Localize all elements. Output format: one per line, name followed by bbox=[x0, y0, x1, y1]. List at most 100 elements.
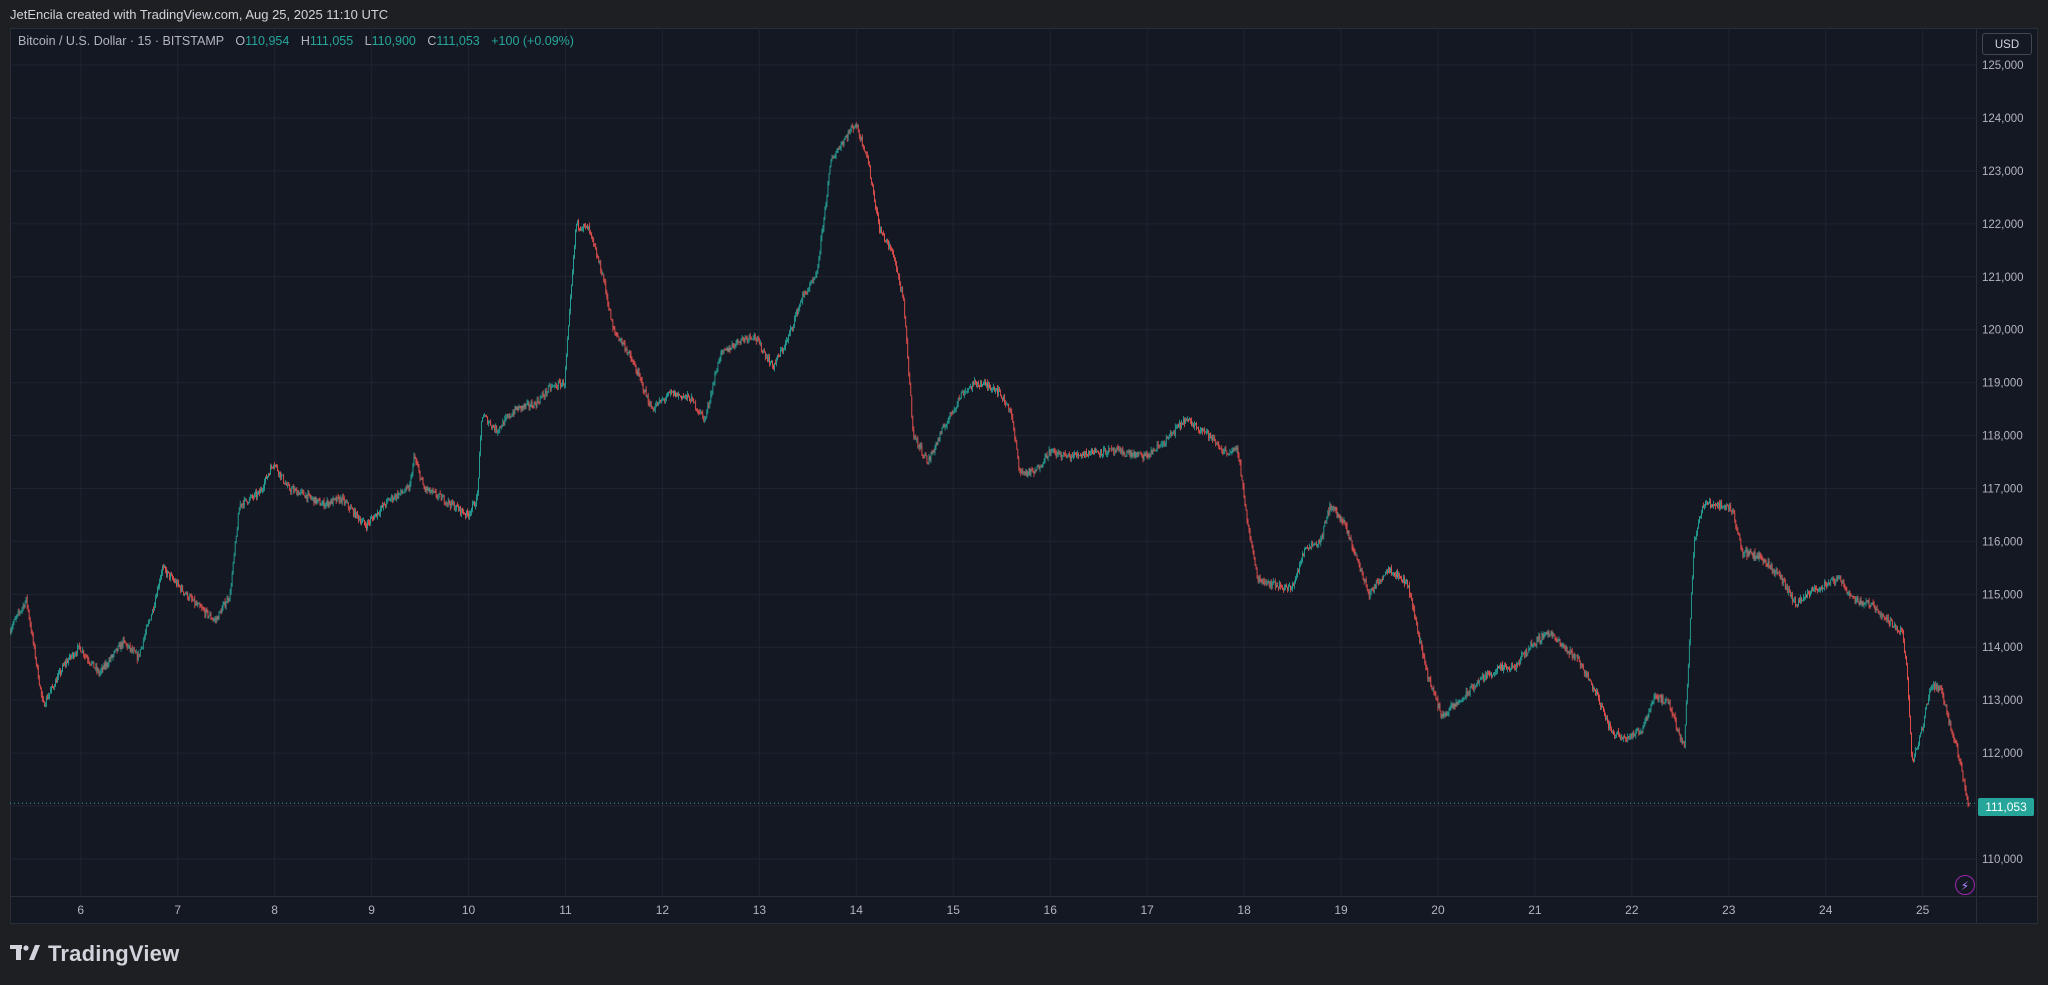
candle-body bbox=[1237, 448, 1239, 455]
candle-body bbox=[1803, 597, 1804, 601]
candle-body bbox=[1543, 635, 1545, 638]
candle-body bbox=[364, 520, 365, 524]
candle-body bbox=[746, 337, 748, 341]
candle-body bbox=[154, 605, 155, 610]
candle-body bbox=[444, 503, 446, 505]
candle-body bbox=[1425, 662, 1427, 667]
candle-body bbox=[299, 492, 301, 495]
candle-body bbox=[1305, 548, 1306, 550]
candle-body bbox=[1637, 729, 1639, 731]
candle-body bbox=[707, 404, 709, 412]
candle-body bbox=[344, 501, 346, 504]
candle-body bbox=[495, 426, 497, 431]
candle-body bbox=[1300, 564, 1301, 565]
candle-body bbox=[1811, 589, 1812, 593]
candle-body bbox=[1840, 575, 1842, 581]
candle-body bbox=[795, 315, 796, 319]
candle-body bbox=[316, 500, 318, 504]
currency-button[interactable]: USD bbox=[1982, 33, 2032, 55]
candle-body bbox=[1750, 551, 1752, 553]
candle-body bbox=[1181, 422, 1182, 428]
candle-body bbox=[585, 225, 586, 227]
candle-body bbox=[473, 502, 474, 504]
chart-frame[interactable] bbox=[10, 28, 2038, 924]
candle-body bbox=[200, 606, 202, 608]
candle-body bbox=[865, 151, 867, 155]
candle-body bbox=[869, 164, 870, 167]
candle-body bbox=[497, 431, 499, 433]
candle-body bbox=[626, 349, 628, 354]
candle-body bbox=[397, 493, 399, 498]
candle-body bbox=[883, 233, 884, 235]
candle-body bbox=[1433, 688, 1435, 693]
candle-body bbox=[1527, 652, 1529, 654]
lightning-icon[interactable]: ⚡ bbox=[1955, 875, 1975, 895]
candle-body bbox=[1752, 554, 1754, 558]
candle-body bbox=[238, 508, 240, 515]
candle-body bbox=[1612, 730, 1613, 732]
candle-body bbox=[1713, 504, 1714, 506]
candle-body bbox=[821, 230, 823, 239]
candle-body bbox=[1870, 603, 1872, 607]
candle-body bbox=[602, 274, 604, 276]
candle-body bbox=[555, 384, 557, 388]
candle-body bbox=[720, 351, 722, 359]
candle-body bbox=[67, 660, 68, 663]
candle-body bbox=[1268, 581, 1270, 586]
candle-body bbox=[72, 653, 73, 656]
candle-body bbox=[1315, 543, 1317, 545]
candle-body bbox=[1698, 522, 1699, 528]
candle-body bbox=[1835, 579, 1837, 584]
candle-body bbox=[1113, 448, 1115, 453]
candle-body bbox=[664, 399, 665, 401]
candle-body bbox=[1235, 448, 1237, 450]
candle-body bbox=[944, 427, 946, 428]
candle-body bbox=[335, 498, 337, 502]
candle-body bbox=[360, 519, 361, 524]
candle-body bbox=[558, 381, 560, 383]
candle-body bbox=[334, 498, 336, 499]
candle-body bbox=[1036, 466, 1038, 471]
candle-body bbox=[1939, 687, 1941, 691]
candle-body bbox=[577, 221, 578, 224]
candle-body bbox=[1397, 571, 1398, 577]
candle-body bbox=[568, 325, 569, 340]
candle-body bbox=[1038, 466, 1040, 470]
candle-body bbox=[1505, 665, 1506, 667]
candle-body bbox=[1931, 687, 1933, 691]
candle-body bbox=[1187, 419, 1188, 421]
candle-body bbox=[1694, 538, 1695, 555]
candle-body bbox=[886, 239, 887, 241]
candle-body bbox=[142, 640, 144, 647]
candle-body bbox=[1093, 453, 1094, 455]
candle-body bbox=[1065, 455, 1067, 458]
candle-body bbox=[198, 603, 200, 605]
candle-body bbox=[205, 609, 207, 616]
candle-body bbox=[1734, 512, 1736, 520]
candle-body bbox=[1824, 582, 1825, 589]
candle-body bbox=[1015, 437, 1017, 442]
price-chart[interactable]: 110,000111,000112,000113,000114,000115,0… bbox=[10, 28, 2038, 924]
candle-body bbox=[1661, 696, 1663, 703]
candle-body bbox=[10, 629, 12, 634]
candle-body bbox=[854, 125, 856, 127]
candle-body bbox=[234, 542, 236, 555]
candle-body bbox=[169, 572, 170, 579]
candle-body bbox=[1559, 639, 1561, 644]
low-label: L bbox=[364, 34, 372, 48]
candle-body bbox=[571, 284, 572, 298]
candle-body bbox=[1087, 454, 1088, 456]
candle-body bbox=[980, 382, 981, 387]
candle-body bbox=[897, 269, 898, 273]
candle-body bbox=[353, 509, 355, 516]
candle-body bbox=[1079, 455, 1080, 457]
candle-body bbox=[1918, 744, 1919, 749]
candle-body bbox=[610, 310, 612, 320]
y-tick-label: 117,000 bbox=[1982, 483, 2023, 495]
candle-body bbox=[1076, 454, 1077, 456]
candle-body bbox=[719, 358, 721, 362]
candle-body bbox=[152, 609, 153, 615]
brand[interactable]: TradingView bbox=[10, 941, 179, 967]
candle-body bbox=[806, 292, 808, 295]
candle-body bbox=[1522, 652, 1524, 655]
